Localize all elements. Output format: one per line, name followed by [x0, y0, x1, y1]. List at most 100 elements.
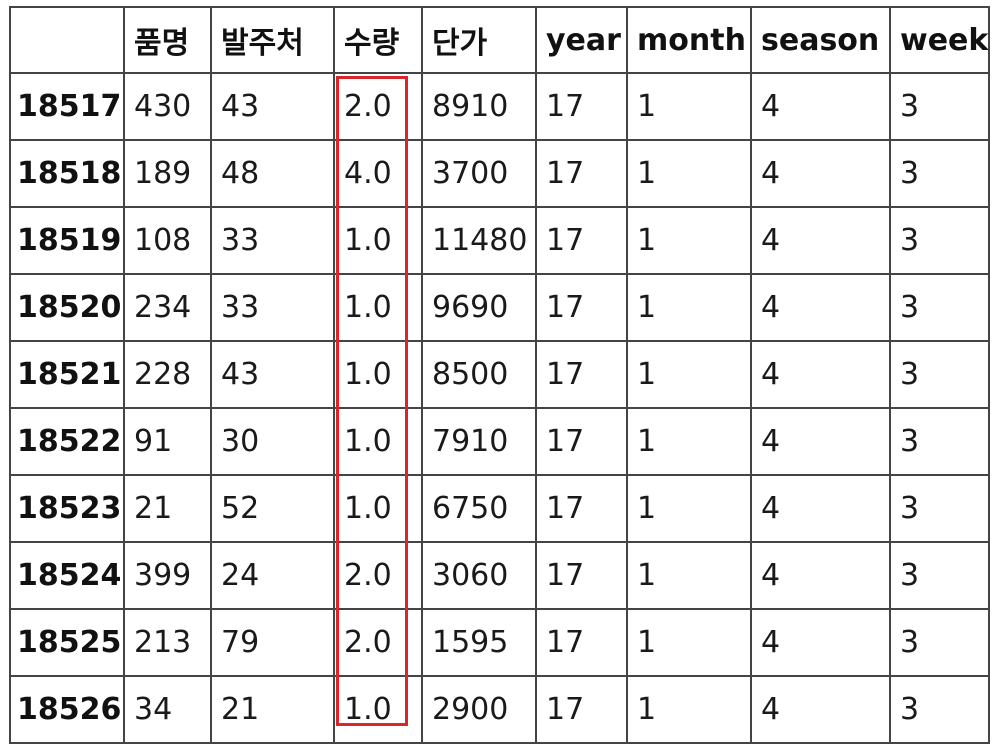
season-cell: 4 — [750, 407, 891, 476]
month-cell: 1 — [626, 541, 752, 610]
week-cell: 3 — [888, 273, 991, 342]
quantity-cell: 1.0 — [333, 407, 423, 476]
dataframe-table: 품명 발주처 수량 단가 year month season week 1851… — [9, 6, 991, 744]
column-header-quantity: 수량 — [333, 6, 423, 74]
year-cell: 17 — [535, 675, 628, 744]
header-row: 품명 발주처 수량 단가 year month season week — [9, 6, 991, 74]
quantity-cell: 1.0 — [333, 675, 423, 744]
quantity-cell: 2.0 — [333, 541, 423, 610]
week-cell: 3 — [888, 407, 991, 476]
week-cell: 3 — [888, 340, 991, 409]
month-cell: 1 — [626, 206, 752, 275]
unit-price-cell: 8500 — [421, 340, 537, 409]
week-cell: 3 — [888, 72, 991, 141]
unit-price-cell: 1595 — [421, 608, 537, 677]
item-name-cell: 189 — [123, 139, 212, 208]
season-cell: 4 — [750, 340, 891, 409]
row-index: 18521 — [9, 340, 125, 409]
month-cell: 1 — [626, 273, 752, 342]
week-cell: 3 — [888, 474, 991, 543]
unit-price-cell: 2900 — [421, 675, 537, 744]
week-cell: 3 — [888, 675, 991, 744]
season-cell: 4 — [750, 541, 891, 610]
table-row: 18517 430 43 2.0 8910 17 1 4 3 — [9, 72, 991, 141]
unit-price-cell: 7910 — [421, 407, 537, 476]
supplier-cell: 24 — [210, 541, 335, 610]
quantity-cell: 1.0 — [333, 206, 423, 275]
column-header-year: year — [535, 6, 628, 74]
season-cell: 4 — [750, 675, 891, 744]
unit-price-cell: 11480 — [421, 206, 537, 275]
column-header-season: season — [750, 6, 891, 74]
item-name-cell: 234 — [123, 273, 212, 342]
column-header-week: week — [888, 6, 991, 74]
supplier-cell: 33 — [210, 206, 335, 275]
table-row: 18521 228 43 1.0 8500 17 1 4 3 — [9, 340, 991, 409]
year-cell: 17 — [535, 139, 628, 208]
month-cell: 1 — [626, 675, 752, 744]
season-cell: 4 — [750, 273, 891, 342]
table-row: 18524 399 24 2.0 3060 17 1 4 3 — [9, 541, 991, 610]
quantity-cell: 1.0 — [333, 474, 423, 543]
month-cell: 1 — [626, 608, 752, 677]
supplier-cell: 21 — [210, 675, 335, 744]
row-index: 18518 — [9, 139, 125, 208]
row-index: 18522 — [9, 407, 125, 476]
quantity-cell: 1.0 — [333, 273, 423, 342]
season-cell: 4 — [750, 608, 891, 677]
supplier-cell: 52 — [210, 474, 335, 543]
supplier-cell: 79 — [210, 608, 335, 677]
item-name-cell: 213 — [123, 608, 212, 677]
unit-price-cell: 9690 — [421, 273, 537, 342]
year-cell: 17 — [535, 608, 628, 677]
table-row: 18522 91 30 1.0 7910 17 1 4 3 — [9, 407, 991, 476]
season-cell: 4 — [750, 474, 891, 543]
year-cell: 17 — [535, 541, 628, 610]
unit-price-cell: 3060 — [421, 541, 537, 610]
month-cell: 1 — [626, 407, 752, 476]
supplier-cell: 43 — [210, 340, 335, 409]
table-row: 18526 34 21 1.0 2900 17 1 4 3 — [9, 675, 991, 744]
table-header: 품명 발주처 수량 단가 year month season week — [9, 6, 991, 74]
row-index: 18520 — [9, 273, 125, 342]
supplier-cell: 30 — [210, 407, 335, 476]
supplier-cell: 43 — [210, 72, 335, 141]
year-cell: 17 — [535, 206, 628, 275]
month-cell: 1 — [626, 139, 752, 208]
item-name-cell: 21 — [123, 474, 212, 543]
week-cell: 3 — [888, 206, 991, 275]
table-body: 18517 430 43 2.0 8910 17 1 4 3 18518 189 48 4.0 3700 1… — [9, 72, 991, 744]
row-index: 18525 — [9, 608, 125, 677]
year-cell: 17 — [535, 407, 628, 476]
item-name-cell: 228 — [123, 340, 212, 409]
table-row: 18525 213 79 2.0 1595 17 1 4 3 — [9, 608, 991, 677]
item-name-cell: 91 — [123, 407, 212, 476]
week-cell: 3 — [888, 139, 991, 208]
item-name-cell: 108 — [123, 206, 212, 275]
supplier-cell: 48 — [210, 139, 335, 208]
season-cell: 4 — [750, 72, 891, 141]
item-name-cell: 399 — [123, 541, 212, 610]
column-header-item-name: 품명 — [123, 6, 212, 74]
item-name-cell: 34 — [123, 675, 212, 744]
item-name-cell: 430 — [123, 72, 212, 141]
quantity-cell: 2.0 — [333, 608, 423, 677]
month-cell: 1 — [626, 474, 752, 543]
row-index: 18524 — [9, 541, 125, 610]
week-cell: 3 — [888, 541, 991, 610]
column-header-month: month — [626, 6, 752, 74]
column-header-supplier: 발주처 — [210, 6, 335, 74]
season-cell: 4 — [750, 139, 891, 208]
year-cell: 17 — [535, 273, 628, 342]
supplier-cell: 33 — [210, 273, 335, 342]
table-row: 18518 189 48 4.0 3700 17 1 4 3 — [9, 139, 991, 208]
column-header-unit-price: 단가 — [421, 6, 537, 74]
row-index: 18526 — [9, 675, 125, 744]
quantity-cell: 2.0 — [333, 72, 423, 141]
index-header — [9, 6, 125, 74]
month-cell: 1 — [626, 340, 752, 409]
year-cell: 17 — [535, 72, 628, 141]
month-cell: 1 — [626, 72, 752, 141]
table-row: 18520 234 33 1.0 9690 17 1 4 3 — [9, 273, 991, 342]
year-cell: 17 — [535, 474, 628, 543]
